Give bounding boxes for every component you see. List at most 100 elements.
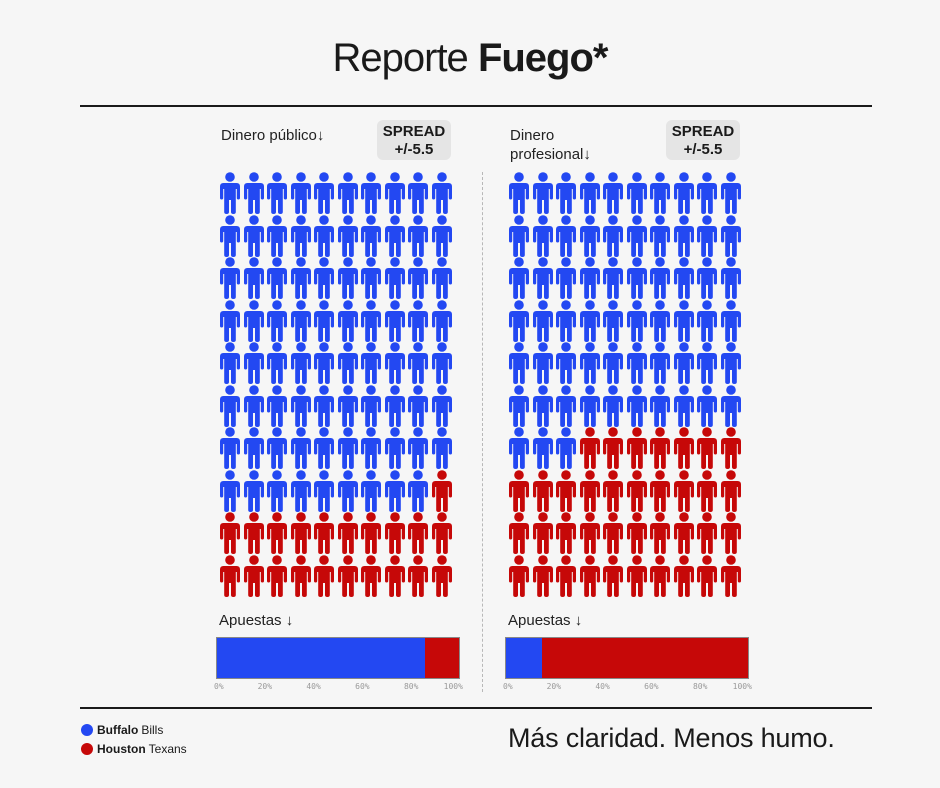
person-icon-team-b xyxy=(650,554,670,602)
person-icon-team-a xyxy=(220,469,240,517)
person-icon-team-a xyxy=(509,427,529,474)
person-icon-team-b xyxy=(384,512,405,559)
person-icon-team-a xyxy=(384,384,405,432)
legend-team-bold: Houston xyxy=(97,741,146,756)
person-icon-team-a xyxy=(220,427,240,474)
person-icon-team-a xyxy=(243,427,264,474)
person-icon-team-a xyxy=(579,384,600,432)
person-icon-team-a xyxy=(361,257,381,304)
person-icon-team-b xyxy=(220,554,240,602)
legend-team-rest: Texans xyxy=(148,741,187,756)
person-icon-team-a xyxy=(290,384,311,432)
person-icon-team-a xyxy=(431,384,452,432)
person-icon-team-a xyxy=(603,172,623,219)
person-icon-team-a xyxy=(314,469,334,517)
person-icon-team-b xyxy=(626,554,647,602)
person-icon-team-a xyxy=(509,384,529,432)
bar-segment-team-b xyxy=(425,638,459,678)
person-icon-team-a xyxy=(337,342,358,389)
person-icon-team-b xyxy=(626,512,647,559)
person-icon-team-b xyxy=(720,554,741,602)
tick-label: 40% xyxy=(595,682,610,691)
title-regular: Reporte xyxy=(332,36,469,80)
person-icon-team-a xyxy=(290,172,311,219)
panel-label: Dinero profesional↓ xyxy=(510,127,591,163)
person-icon-team-a xyxy=(579,214,600,262)
panel-divider xyxy=(482,172,483,692)
person-icon-team-a xyxy=(361,427,381,474)
person-icon-team-a xyxy=(697,342,717,389)
person-icon-team-b xyxy=(267,554,287,602)
person-icon-team-b xyxy=(267,512,287,559)
person-icon-team-a xyxy=(267,214,287,262)
person-icon-team-a xyxy=(556,342,576,389)
person-icon-team-b xyxy=(431,469,452,517)
stacked-bar xyxy=(505,637,749,679)
tick-label: 80% xyxy=(692,682,708,691)
person-icon-team-b xyxy=(243,554,264,602)
person-icon-team-a xyxy=(626,257,647,304)
legend-item-team-b: Houston Texans xyxy=(81,739,187,758)
person-icon-team-a xyxy=(720,384,741,432)
person-icon-team-a xyxy=(290,427,311,474)
person-icon-team-b xyxy=(673,427,694,474)
bar-label: Apuestas ↓ xyxy=(508,612,583,629)
person-icon-team-b xyxy=(720,427,741,474)
person-icon-team-a xyxy=(650,172,670,219)
person-icon-team-a xyxy=(431,257,452,304)
person-icon-team-a xyxy=(673,257,694,304)
person-icon-team-b xyxy=(579,427,600,474)
person-icon-team-a xyxy=(720,214,741,262)
top-rule xyxy=(80,105,872,107)
person-icon-team-b xyxy=(314,554,334,602)
person-icon-team-a xyxy=(673,214,694,262)
person-icon-team-a xyxy=(532,342,553,389)
person-icon-team-b xyxy=(603,512,623,559)
person-icon-team-a xyxy=(408,299,428,347)
person-icon-team-b xyxy=(650,427,670,474)
person-icon-team-a xyxy=(626,342,647,389)
spread-badge: SPREAD +/-5.5 xyxy=(377,120,451,160)
person-icon-team-a xyxy=(532,384,553,432)
person-icon-team-a xyxy=(626,299,647,347)
person-icon-team-a xyxy=(314,342,334,389)
person-icon-team-b xyxy=(603,554,623,602)
person-icon-team-b xyxy=(532,512,553,559)
bar-label: Apuestas ↓ xyxy=(219,612,294,629)
person-icon-team-b xyxy=(509,469,529,517)
person-icon-team-a xyxy=(697,214,717,262)
person-icon-team-a xyxy=(509,214,529,262)
person-icon-team-a xyxy=(603,384,623,432)
person-icon-team-b xyxy=(697,469,717,517)
person-icon-team-a xyxy=(579,257,600,304)
person-icon-team-a xyxy=(431,299,452,347)
person-icon-team-a xyxy=(243,214,264,262)
person-icon-team-b xyxy=(408,554,428,602)
person-icon-team-a xyxy=(290,469,311,517)
stacked-bar xyxy=(216,637,460,679)
legend-dot xyxy=(81,742,93,755)
person-icon-team-a xyxy=(603,257,623,304)
person-icon-team-b xyxy=(579,469,600,517)
person-icon-team-a xyxy=(626,384,647,432)
person-icon-team-a xyxy=(361,469,381,517)
person-icon-team-a xyxy=(243,384,264,432)
person-icon-team-b xyxy=(408,512,428,559)
person-icon-team-b xyxy=(626,427,647,474)
person-icon-team-a xyxy=(408,469,428,517)
tick-label: 100% xyxy=(732,682,752,691)
person-icon-team-a xyxy=(314,257,334,304)
page-title: Reporte Fuego* xyxy=(0,36,940,81)
person-icon-team-a xyxy=(556,427,576,474)
person-icon-team-a xyxy=(337,214,358,262)
person-icon-team-a xyxy=(408,342,428,389)
tick-label: 80% xyxy=(403,682,419,691)
person-icon-team-b xyxy=(337,554,358,602)
person-icon-team-b xyxy=(673,469,694,517)
person-icon-team-a xyxy=(220,299,240,347)
person-icon-team-a xyxy=(650,299,670,347)
spread-value: +/-5.5 xyxy=(683,141,723,158)
person-icon-team-a xyxy=(697,172,717,219)
person-icon-team-b xyxy=(720,469,741,517)
person-icon-team-a xyxy=(509,257,529,304)
